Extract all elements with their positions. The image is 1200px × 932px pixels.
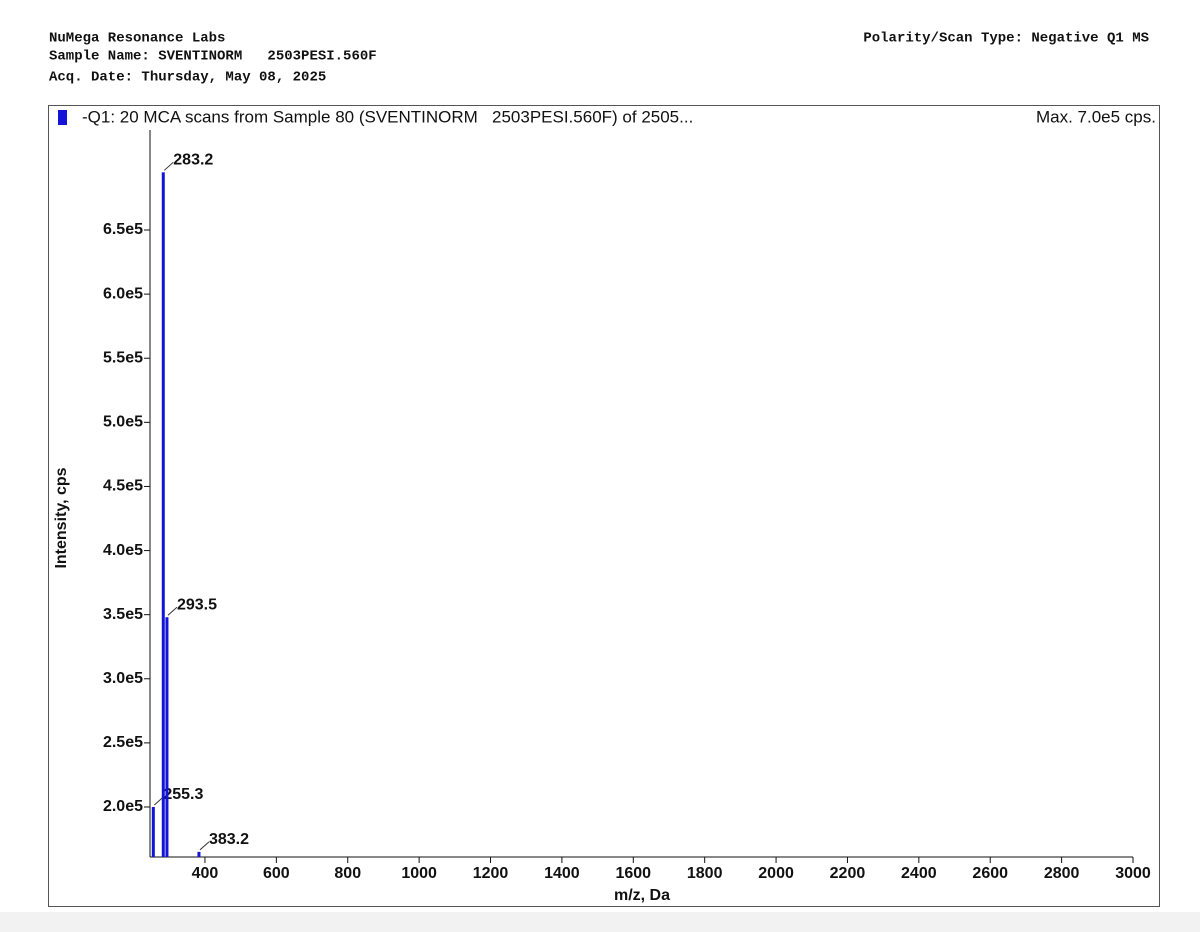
y-tick-label: 5.0e5 xyxy=(103,414,143,431)
peak xyxy=(151,806,155,857)
x-tick-label: 3000 xyxy=(1115,865,1151,882)
x-tick-label: 2200 xyxy=(830,865,866,882)
x-tick-label: 1000 xyxy=(401,865,437,882)
plot-title: -Q1: 20 MCA scans from Sample 80 (SVENTI… xyxy=(82,107,693,126)
x-tick-label: 800 xyxy=(334,865,361,882)
lab-name: NuMega Resonance Labs xyxy=(49,31,225,47)
frame xyxy=(48,105,1160,907)
x-tick-label: 1600 xyxy=(615,865,651,882)
x-tick-label: 400 xyxy=(192,865,219,882)
x-tick-label: 2400 xyxy=(901,865,937,882)
y-tick-label: 3.5e5 xyxy=(103,606,143,623)
x-tick-label: 2800 xyxy=(1044,865,1080,882)
peak xyxy=(197,851,201,857)
x-axis-label: m/z, Da xyxy=(614,887,670,904)
legend-swatch xyxy=(58,110,67,125)
peak xyxy=(165,617,169,857)
peak-label: 383.2 xyxy=(209,831,249,848)
y-tick-label: 3.0e5 xyxy=(103,670,143,687)
y-tick-label: 2.0e5 xyxy=(103,798,143,815)
y-axis-label: Intensity, cps xyxy=(53,467,70,568)
peak-leader xyxy=(199,841,210,851)
y-tick-label: 5.5e5 xyxy=(103,349,143,366)
y-tick-label: 4.5e5 xyxy=(103,478,143,495)
y-tick-label: 4.0e5 xyxy=(103,542,143,559)
y-tick-label: 6.0e5 xyxy=(103,285,143,302)
x-tick-label: 2000 xyxy=(758,865,794,882)
peak xyxy=(161,172,165,858)
footer-strip xyxy=(0,912,1200,932)
x-tick-label: 1200 xyxy=(473,865,509,882)
peak-leader xyxy=(163,161,174,171)
peak-leader xyxy=(167,606,178,616)
x-tick-label: 1800 xyxy=(687,865,723,882)
y-tick-label: 2.5e5 xyxy=(103,734,143,751)
peak-label: 255.3 xyxy=(163,786,203,803)
sample-name: Sample Name: SVENTINORM 2503PESI.560F xyxy=(49,49,377,65)
x-tick-label: 1400 xyxy=(544,865,580,882)
max-annotation: Max. 7.0e5 cps. xyxy=(1036,107,1156,126)
y-tick-label: 6.5e5 xyxy=(103,221,143,238)
scan-type: Polarity/Scan Type: Negative Q1 MS xyxy=(863,31,1149,47)
x-tick-label: 2600 xyxy=(972,865,1008,882)
acq-date: Acq. Date: Thursday, May 08, 2025 xyxy=(49,70,326,86)
peak-label: 293.5 xyxy=(177,596,217,613)
peak-label: 283.2 xyxy=(173,152,213,169)
x-tick-label: 600 xyxy=(263,865,290,882)
